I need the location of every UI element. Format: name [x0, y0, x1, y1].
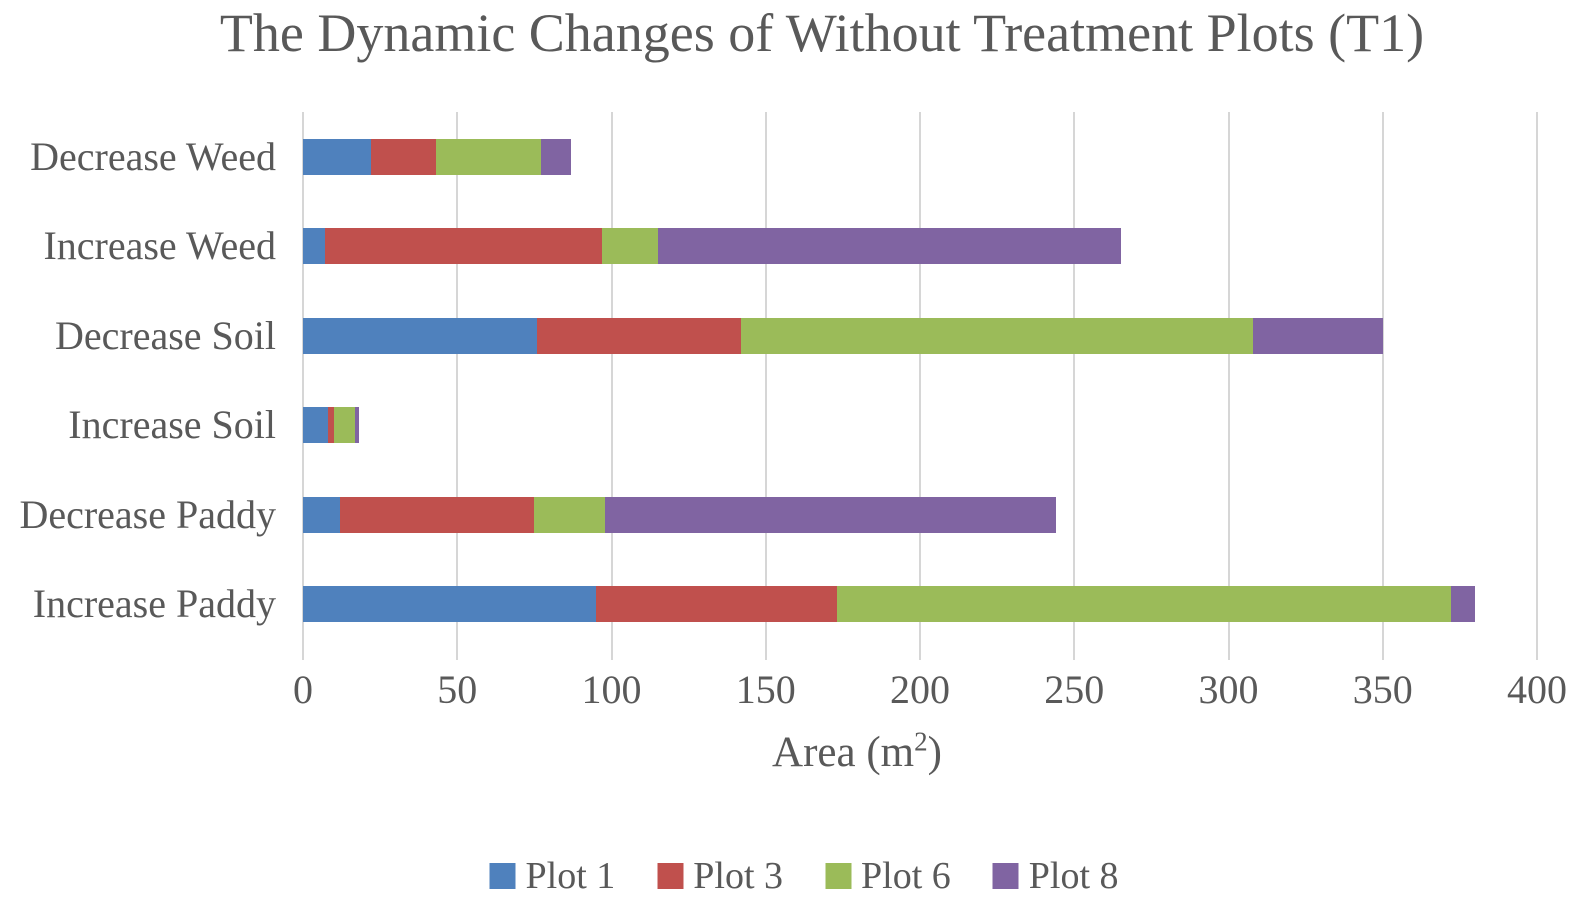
gridline-x-300 [1227, 112, 1230, 660]
bar-segment-plot-1-increase-paddy [303, 586, 597, 623]
legend-label: Plot 8 [1028, 855, 1119, 897]
x-tick-label-300: 300 [1198, 667, 1259, 712]
x-tick-label-150: 150 [735, 667, 796, 712]
x-axis-title: Area (m2) [772, 728, 942, 777]
bar-segment-plot-6-increase-soil [333, 407, 356, 444]
x-tick-label-400: 400 [1507, 667, 1567, 712]
category-label-increase-paddy: Increase Paddy [32, 581, 276, 627]
legend-swatch-icon [489, 863, 516, 889]
gridline-x-350 [1381, 112, 1384, 660]
bar-segment-plot-8-increase-weed [657, 228, 1121, 265]
bar-segment-plot-8-decrease-paddy [605, 496, 1056, 533]
bar-segment-plot-3-increase-paddy [596, 586, 837, 623]
bar-segment-plot-1-decrease-soil [303, 317, 538, 354]
x-axis-title-superscript: 2 [914, 726, 928, 757]
gridline-x-0 [302, 112, 304, 660]
legend-label: Plot 3 [693, 855, 783, 897]
category-label-decrease-soil: Decrease Soil [54, 312, 276, 358]
bar-segment-plot-8-decrease-weed [540, 138, 572, 175]
legend-item-plot-8: Plot 8 [992, 855, 1119, 897]
bar-segment-plot-8-decrease-soil [1253, 317, 1383, 354]
bar-segment-plot-1-increase-weed [303, 228, 325, 265]
bar-segment-plot-6-increase-paddy [836, 586, 1451, 623]
gridline-x-200 [919, 112, 921, 660]
legend-item-plot-6: Plot 6 [825, 856, 951, 896]
legend-swatch-icon [825, 863, 851, 889]
bar-segment-plot-6-decrease-weed [435, 138, 541, 175]
bar-segment-plot-3-increase-weed [324, 228, 603, 265]
x-tick-label-350: 350 [1352, 667, 1413, 712]
legend-label: Plot 6 [861, 855, 951, 897]
bar-segment-plot-8-increase-soil [355, 407, 359, 444]
bar-segment-plot-3-decrease-soil [537, 317, 742, 354]
legend-swatch-icon [992, 863, 1019, 889]
bar-segment-plot-6-decrease-soil [741, 317, 1254, 354]
bar-segment-plot-1-decrease-paddy [303, 496, 341, 533]
category-label-decrease-weed: Decrease Weed [30, 133, 276, 179]
legend-item-plot-1: Plot 1 [489, 855, 616, 897]
category-label-decrease-paddy: Decrease Paddy [19, 491, 276, 537]
bar-segment-plot-6-increase-weed [602, 228, 658, 265]
legend: Plot 1 Plot 3 Plot 6 Plot 8 [489, 855, 1119, 897]
legend-swatch-icon [657, 863, 684, 889]
legend-label: Plot 1 [525, 855, 616, 897]
gridline-x-50 [456, 112, 459, 660]
category-label-increase-soil: Increase Soil [68, 402, 276, 448]
plot-area [302, 112, 1538, 660]
gridline-x-250 [1073, 112, 1076, 660]
bar-segment-plot-1-increase-soil [303, 407, 328, 444]
bar-segment-plot-8-increase-paddy [1450, 586, 1476, 623]
bar-segment-plot-3-decrease-paddy [340, 496, 535, 533]
gridline-x-150 [764, 112, 767, 660]
x-axis-title-text: Area (m [772, 729, 915, 776]
x-tick-label-250: 250 [1044, 667, 1105, 712]
x-tick-label-0: 0 [293, 667, 313, 712]
x-axis-title-suffix: ) [927, 729, 942, 776]
x-tick-label-200: 200 [890, 667, 950, 712]
x-tick-label-50: 50 [437, 667, 478, 712]
bar-segment-plot-3-increase-soil [327, 407, 334, 444]
gridline-x-100 [610, 112, 613, 660]
bar-segment-plot-1-decrease-weed [303, 138, 371, 175]
gridline-x-400 [1536, 112, 1538, 660]
x-tick-label-100: 100 [581, 667, 642, 712]
bar-segment-plot-6-decrease-paddy [534, 496, 606, 533]
legend-item-plot-3: Plot 3 [657, 856, 783, 896]
bar-segment-plot-3-decrease-weed [370, 138, 436, 175]
chart-title: The Dynamic Changes of Without Treatment… [219, 3, 1425, 63]
category-label-increase-weed: Increase Weed [43, 223, 276, 269]
